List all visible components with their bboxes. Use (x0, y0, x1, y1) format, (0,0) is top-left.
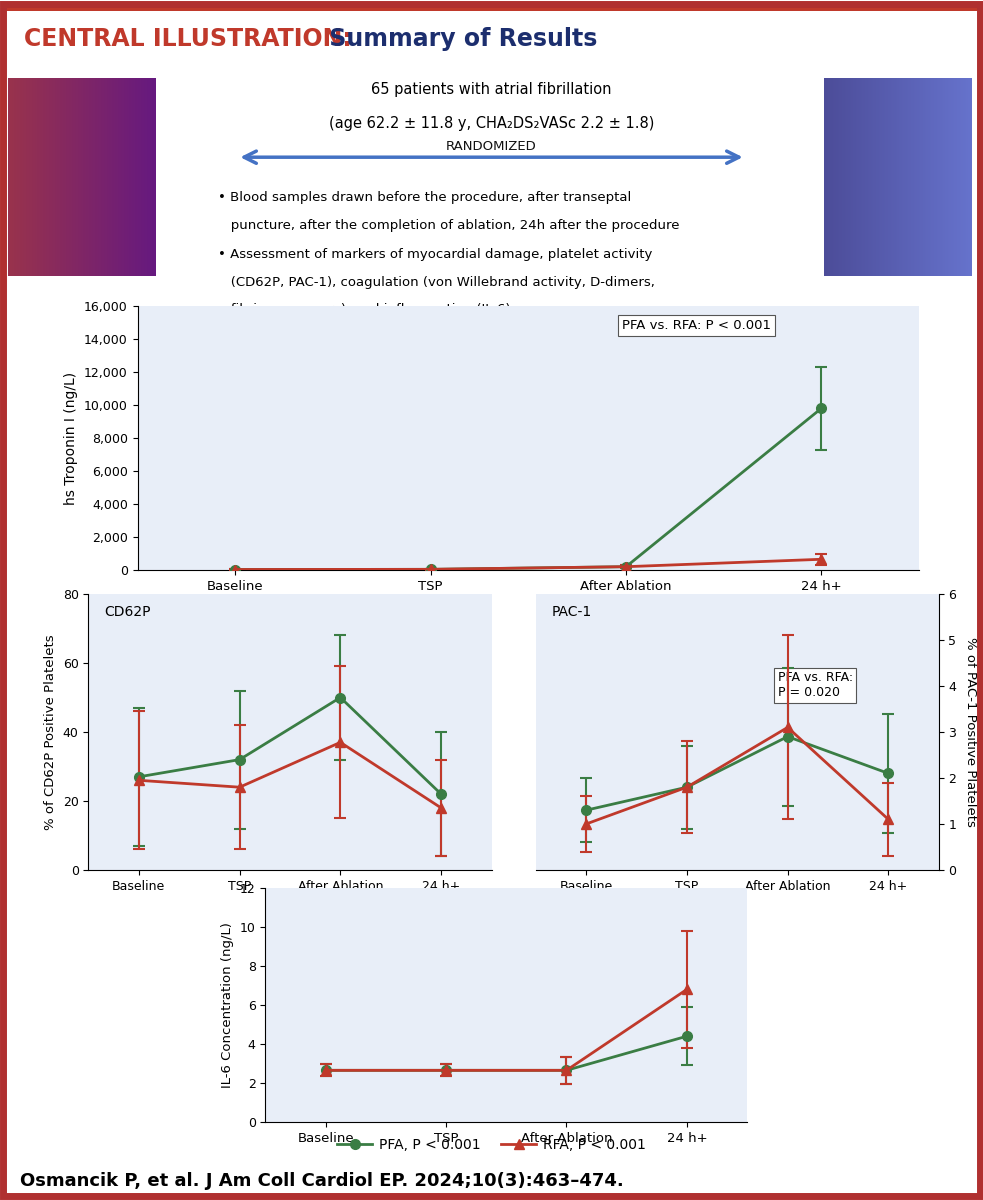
Text: puncture, after the completion of ablation, 24h after the procedure: puncture, after the completion of ablati… (218, 218, 679, 232)
Text: CENTRAL ILLUSTRATION:: CENTRAL ILLUSTRATION: (25, 26, 352, 50)
Y-axis label: hs Troponin I (ng/L): hs Troponin I (ng/L) (65, 372, 79, 504)
Y-axis label: % of CD62P Positive Platelets: % of CD62P Positive Platelets (44, 634, 57, 830)
Legend: PFA, P < 0.001, RFA, P < 0.001: PFA, P < 0.001, RFA, P < 0.001 (331, 1133, 652, 1157)
Text: PAC-1: PAC-1 (551, 605, 592, 619)
Y-axis label: % of PAC-1 Positive Platelets: % of PAC-1 Positive Platelets (964, 637, 977, 827)
Text: RANDOMIZED: RANDOMIZED (446, 139, 537, 152)
Text: Osmancik P, et al. J Am Coll Cardiol EP. 2024;10(3):463–474.: Osmancik P, et al. J Am Coll Cardiol EP.… (20, 1171, 623, 1190)
Text: 65 patients with atrial fibrillation: 65 patients with atrial fibrillation (372, 82, 611, 97)
Text: • Assessment of markers of myocardial damage, platelet activity: • Assessment of markers of myocardial da… (218, 248, 653, 262)
Text: • Blood samples drawn before the procedure, after transeptal: • Blood samples drawn before the procedu… (218, 191, 631, 204)
Text: CD62P: CD62P (104, 605, 151, 619)
Text: Summary of Results: Summary of Results (320, 26, 597, 50)
Text: (CD62P, PAC-1), coagulation (von Willebrand activity, D-dimers,: (CD62P, PAC-1), coagulation (von Willebr… (218, 276, 655, 289)
Y-axis label: IL-6 Concentration (ng/L): IL-6 Concentration (ng/L) (221, 922, 234, 1088)
Bar (3, 4, 980, 11)
Text: fibrin monomers), and inflammation (IL-6): fibrin monomers), and inflammation (IL-6… (218, 304, 510, 316)
Text: (age 62.2 ± 11.8 y, CHA₂DS₂VASc 2.2 ± 1.8): (age 62.2 ± 11.8 y, CHA₂DS₂VASc 2.2 ± 1.… (328, 116, 655, 131)
Text: PFA vs. RFA: P < 0.001: PFA vs. RFA: P < 0.001 (622, 319, 771, 332)
Text: PFA vs. RFA:
P = 0.020: PFA vs. RFA: P = 0.020 (778, 671, 852, 700)
